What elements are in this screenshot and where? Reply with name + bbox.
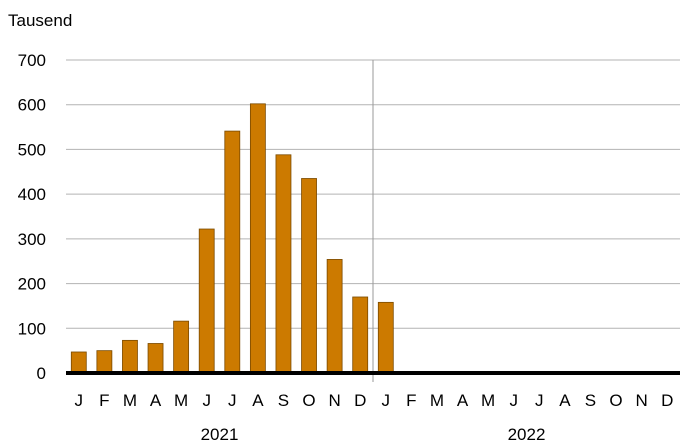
bar (352, 296, 369, 374)
bar (275, 154, 292, 374)
month-label: M (123, 391, 137, 410)
y-axis-tick-labels: 0 100 200 300 400 500 600 700 (18, 51, 46, 383)
bar (301, 178, 317, 374)
bar (224, 130, 241, 374)
month-label: S (585, 391, 596, 410)
month-label: N (635, 391, 647, 410)
month-label: M (430, 391, 444, 410)
y-tick-label: 300 (18, 230, 46, 249)
month-label: M (481, 391, 495, 410)
x-axis-year-labels: 2021 2022 (201, 425, 546, 443)
bar (96, 350, 113, 374)
y-tick-label: 700 (18, 51, 46, 70)
month-label: J (228, 391, 237, 410)
year-label: 2022 (508, 425, 546, 443)
month-label: A (457, 391, 469, 410)
bars (70, 103, 394, 374)
month-label: S (278, 391, 289, 410)
month-label: F (99, 391, 109, 410)
bar (147, 343, 164, 374)
unit-label: Tausend (8, 11, 72, 30)
month-label: J (382, 391, 391, 410)
y-tick-label: 0 (37, 364, 46, 383)
bar (70, 351, 87, 374)
month-label: O (302, 391, 315, 410)
y-tick-label: 600 (18, 96, 46, 115)
month-label: N (328, 391, 340, 410)
month-label: J (75, 391, 84, 410)
y-tick-label: 400 (18, 185, 46, 204)
year-label: 2021 (201, 425, 239, 443)
month-label: J (202, 391, 211, 410)
bar (377, 301, 394, 374)
month-label: D (661, 391, 673, 410)
month-label: A (252, 391, 264, 410)
bar (173, 320, 190, 374)
y-tick-label: 200 (18, 275, 46, 294)
bar (326, 259, 343, 374)
bar (122, 339, 138, 374)
month-label: J (535, 391, 544, 410)
month-label: D (354, 391, 366, 410)
y-tick-label: 100 (18, 319, 46, 338)
y-tick-label: 500 (18, 140, 46, 159)
month-label: F (406, 391, 416, 410)
bar (198, 228, 215, 374)
month-label: A (559, 391, 571, 410)
month-label: O (609, 391, 622, 410)
bar (249, 103, 266, 374)
month-label: J (509, 391, 518, 410)
month-label: M (174, 391, 188, 410)
month-label: A (150, 391, 162, 410)
